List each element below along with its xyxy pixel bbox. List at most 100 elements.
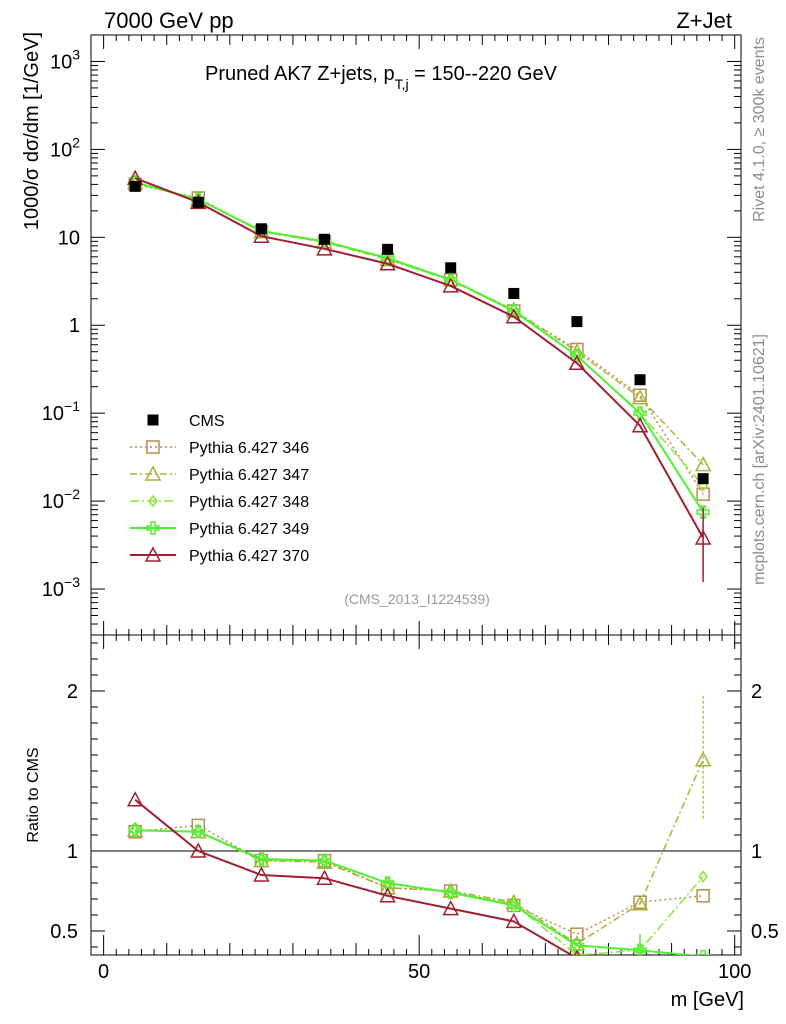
marker-pythia-6-427-370: [442, 277, 459, 293]
marker-pythia-6-427-349: [570, 348, 584, 363]
cms-data-point: [192, 196, 204, 208]
ratio-panel-frame: [90, 634, 742, 956]
mcplots-text: mcplots.cern.ch [arXiv:2401.10621]: [751, 334, 768, 585]
legend-label-pythia-6-427-349: Pythia 6.427 349: [189, 521, 309, 538]
y-tick-label: 10: [58, 227, 80, 249]
ratio-marker-pythia-6-427-370: [190, 842, 207, 858]
ratio-tick-label-right: 1: [751, 841, 762, 863]
y-tick-label: 1: [69, 315, 80, 337]
ratio-plot-area: [91, 695, 741, 985]
ratio-marker-pythia-6-427-349: [443, 885, 458, 900]
analysis-tag: (CMS_2013_I1224539): [344, 591, 490, 607]
ratio-marker-pythia-6-427-370: [639, 954, 641, 955]
ratio-axis-label: Ratio to CMS: [25, 747, 42, 842]
ratio-marker-pythia-6-427-346: [696, 889, 710, 903]
marker-pythia-6-427-370: [316, 240, 333, 256]
ratio-tick-label-right: 0.5: [751, 921, 779, 943]
ratio-tick-label-left: 2: [67, 681, 78, 703]
ratio-marker-pythia-6-427-349: [380, 876, 395, 890]
legend-label-pythia-6-427-370: Pythia 6.427 370: [189, 548, 309, 565]
ratio-marker-pythia-6-427-370: [126, 791, 144, 807]
legend-marker-pythia-6-427-347: [144, 465, 162, 481]
marker-pythia-6-427-349: [696, 505, 710, 519]
legend-marker-pythia-6-427-370: [144, 546, 162, 562]
cms-data-point: [318, 233, 330, 245]
marker-pythia-6-427-349: [633, 406, 647, 420]
legend-marker-pythia-6-427-349: [146, 521, 160, 535]
legend-cms-marker: [147, 414, 159, 426]
y-tick-label: 10−2: [42, 486, 80, 513]
y-tick-label: 10−3: [42, 574, 80, 601]
marker-pythia-6-427-346: [696, 487, 710, 501]
ratio-tick-label-right: 2: [751, 681, 762, 703]
marker-pythia-6-427-370: [505, 308, 523, 324]
cms-data-point: [571, 316, 583, 328]
ratio-marker-pythia-6-427-370: [442, 900, 459, 916]
cms-data-point: [445, 262, 457, 274]
ratio-marker-pythia-6-427-349: [570, 938, 584, 953]
ratio-marker-pythia-6-427-348: [571, 948, 582, 955]
series-line-pythia-6-427-370: [134, 177, 705, 539]
cms-data-point: [508, 287, 520, 299]
ratio-marker-pythia-6-427-349: [317, 853, 332, 868]
ratio-tick-label-left: 0.5: [50, 921, 78, 943]
x-tick-label: 50: [408, 961, 430, 983]
ratio-marker-pythia-6-427-349: [696, 949, 710, 955]
legend: CMS Pythia 6.427 346 Pythia 6.427 347 Pythi…: [130, 413, 309, 565]
marker-pythia-6-427-370: [631, 417, 649, 433]
ratio-marker-pythia-6-427-370: [379, 887, 396, 903]
marker-pythia-6-427-370: [568, 354, 586, 370]
y-tick-label: 103: [50, 46, 80, 73]
marker-pythia-6-427-347: [694, 456, 712, 472]
ratio-marker-pythia-6-427-348: [698, 870, 709, 883]
marker-pythia-6-427-349: [443, 272, 458, 287]
cms-data-point: [382, 243, 394, 255]
legend-label-pythia-6-427-348: Pythia 6.427 348: [189, 494, 309, 511]
ratio-marker-pythia-6-427-370: [574, 949, 580, 955]
ratio-marker-pythia-6-427-347: [631, 895, 649, 911]
ratio-marker-pythia-6-427-370: [316, 869, 333, 885]
legend-cms-label: CMS: [189, 413, 225, 430]
legend-marker-pythia-6-427-346: [146, 440, 160, 454]
ratio-line-pythia-6-427-370: [134, 799, 574, 955]
ratio-marker-pythia-6-427-346: [570, 927, 584, 941]
rivet-version-text: Rivet 4.1.0, ≥ 300k events: [751, 37, 768, 222]
cms-data-point: [255, 223, 267, 235]
marker-pythia-6-427-347: [631, 389, 649, 405]
ratio-marker-pythia-6-427-370: [505, 912, 523, 929]
ratio-marker-pythia-6-427-347: [694, 751, 712, 767]
ratio-marker-pythia-6-427-370: [253, 866, 270, 882]
ratio-marker-pythia-6-427-349: [191, 825, 206, 839]
legend-marker-pythia-6-427-348: [148, 494, 158, 508]
y-tick-label: 102: [50, 134, 80, 161]
ratio-marker-pythia-6-427-349: [507, 898, 521, 913]
ratio-marker-pythia-6-427-370: [696, 972, 710, 985]
series-line-pythia-6-427-349: [134, 181, 704, 513]
main-panel-frame: [90, 34, 742, 636]
header-process: Z+Jet: [676, 8, 732, 33]
ratio-marker-pythia-6-427-349: [254, 852, 269, 866]
ratio-line-pythia-6-427-346: [135, 824, 704, 936]
main-plot-area: [126, 169, 712, 583]
ratio-line-pythia-6-427-349: [135, 829, 698, 955]
cms-data-point: [697, 473, 709, 485]
y-tick-label: 10−1: [42, 398, 80, 425]
marker-pythia-6-427-370: [253, 227, 270, 243]
cms-data-point: [129, 180, 141, 192]
x-axis-label: m [GeV]: [671, 989, 744, 1011]
x-tick-label: 100: [718, 961, 751, 983]
x-tick-label: 0: [98, 961, 109, 983]
legend-label-pythia-6-427-346: Pythia 6.427 346: [189, 440, 309, 457]
y-axis-label: 1000/σ dσ/dm [1/GeV]: [21, 32, 43, 230]
cms-data-point: [634, 374, 646, 386]
ratio-marker-pythia-6-427-349: [128, 823, 142, 837]
legend-label-pythia-6-427-347: Pythia 6.427 347: [189, 467, 309, 484]
plot-title: Pruned AK7 Z+jets, pT,j = 150--220 GeV: [205, 63, 558, 92]
ratio-line-pythia-6-427-347: [135, 759, 704, 945]
header-energy: 7000 GeV pp: [104, 8, 234, 33]
ratio-marker-pythia-6-427-349: [633, 943, 647, 955]
ratio-tick-label-left: 1: [67, 841, 78, 863]
ratio-marker-pythia-6-427-347: [379, 879, 396, 895]
